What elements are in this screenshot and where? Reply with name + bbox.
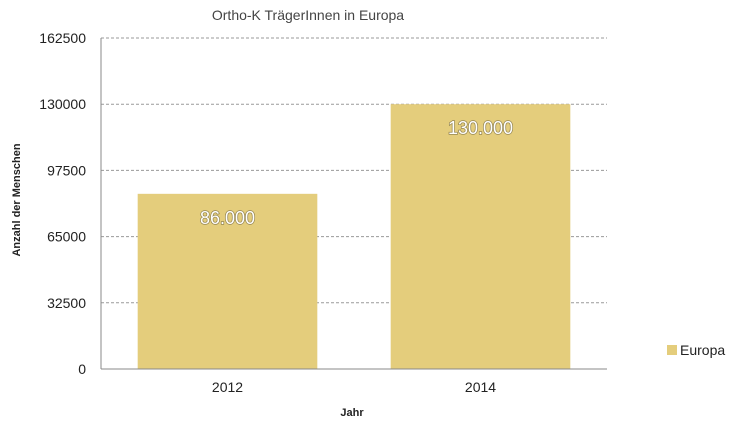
data-label: 130.000 [448,118,513,138]
y-tick-label: 32500 [47,295,86,311]
y-tick-label: 0 [78,361,86,377]
tick-labels: 0 32500 65000 97500 130000 162500 2012 2014 [39,30,496,395]
legend-label-europa: Europa [680,342,725,358]
y-tick-label: 65000 [47,229,86,245]
bar-2014 [390,104,571,369]
bars [137,104,571,369]
y-tick-label: 162500 [39,30,86,46]
chart-title: Ortho-K TrägerInnen in Europa [212,7,404,23]
x-tick-label: 2014 [465,379,496,395]
bar-2012 [137,193,318,369]
x-axis-label: Jahr [340,407,364,419]
data-labels: 86.000 130.000 [199,117,514,228]
legend-swatch-europa [667,345,677,355]
y-axis-label: Anzahl der Menschen [11,143,23,256]
data-label: 86.000 [200,208,255,228]
x-tick-label: 2012 [212,379,243,395]
y-tick-label: 130000 [39,96,86,112]
legend: Europa [667,342,725,358]
axes [100,38,607,370]
y-tick-label: 97500 [47,162,86,178]
